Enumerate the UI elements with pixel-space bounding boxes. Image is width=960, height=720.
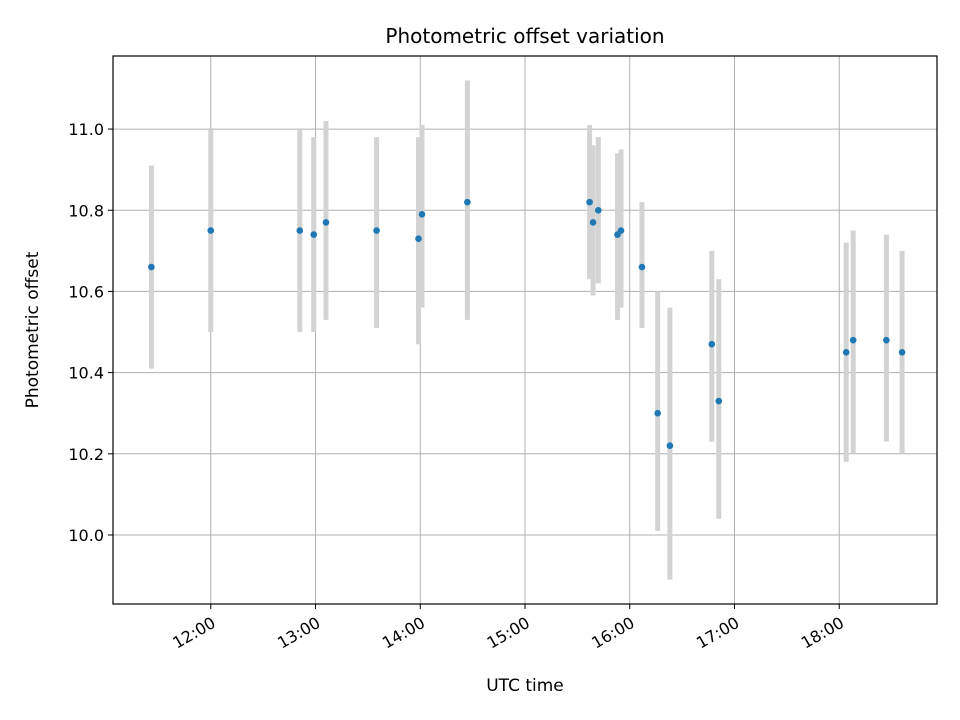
data-point <box>842 349 850 356</box>
data-point <box>666 442 674 449</box>
data-point <box>373 227 380 234</box>
y-axis-ticks: 10.0 10.2 10.4 10.6 10.8 11.0 <box>68 120 113 545</box>
data-point <box>883 336 890 344</box>
y-tick-label: 10.8 <box>68 201 104 220</box>
data-point <box>617 227 625 234</box>
data-point <box>595 206 602 214</box>
data-point <box>589 219 597 226</box>
data-point <box>708 340 716 348</box>
data-point <box>415 235 422 242</box>
data-point <box>207 227 215 234</box>
data-point <box>148 263 155 271</box>
data-point <box>418 211 426 218</box>
y-tick-label: 10.4 <box>68 364 104 383</box>
data-point <box>654 409 661 417</box>
data-point <box>322 219 330 226</box>
data-point <box>586 198 593 206</box>
y-tick-label: 10.2 <box>68 445 104 464</box>
grid-lines <box>113 56 937 604</box>
data-point <box>715 397 723 405</box>
chart-title: Photometric offset variation <box>385 24 664 48</box>
data-point <box>296 227 304 234</box>
data-point <box>849 336 857 344</box>
y-axis-title: Photometric offset <box>23 251 43 408</box>
data-point <box>310 231 318 238</box>
y-tick-label: 11.0 <box>68 120 104 139</box>
x-axis-title: UTC time <box>486 676 564 696</box>
data-point <box>898 349 906 356</box>
y-tick-label: 10.6 <box>68 282 104 301</box>
data-points <box>148 198 906 449</box>
data-point <box>638 263 646 271</box>
y-tick-label: 10.0 <box>68 526 104 545</box>
data-point <box>464 198 471 206</box>
